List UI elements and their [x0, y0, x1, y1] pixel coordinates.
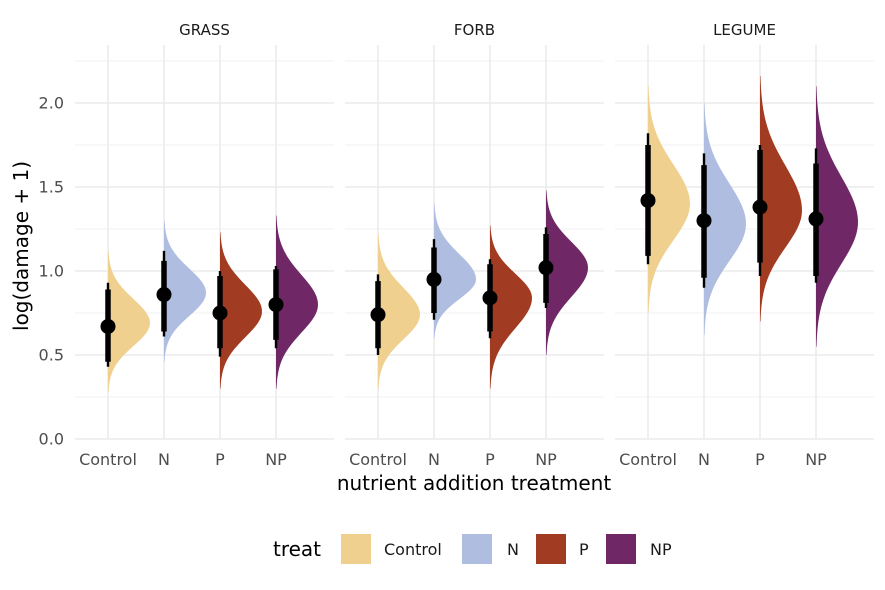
- group-np: [538, 190, 588, 355]
- group-p: [212, 232, 262, 389]
- density-legume-p: [760, 76, 802, 322]
- density-forb-n: [434, 203, 476, 339]
- group-n: [156, 220, 206, 362]
- group-control: [100, 250, 150, 392]
- median-point-control: [640, 192, 656, 208]
- median-point-np: [808, 211, 824, 227]
- density-grass-n: [164, 220, 206, 362]
- density-grass-np: [276, 215, 318, 389]
- x-tick-label-n: N: [698, 450, 710, 469]
- x-tick-label-control: Control: [619, 450, 677, 469]
- median-point-np: [538, 260, 554, 276]
- median-point-n: [426, 271, 442, 287]
- legend-key-p: [536, 534, 566, 564]
- group-control: [640, 86, 690, 313]
- legend-key-control: [341, 534, 371, 564]
- density-legume-n: [704, 103, 746, 335]
- strip-title-forb: FORB: [454, 21, 495, 39]
- density-forb-np: [546, 190, 588, 355]
- legend-title: treat: [273, 537, 321, 561]
- legend-label-p: P: [579, 540, 589, 559]
- legend-label-n: N: [507, 540, 519, 559]
- density-legume-control: [648, 86, 690, 313]
- x-tick-label-np: NP: [265, 450, 287, 469]
- median-point-p: [212, 305, 228, 321]
- legend-label-np: NP: [650, 540, 672, 559]
- x-tick-label-np: NP: [535, 450, 557, 469]
- group-np: [268, 215, 318, 389]
- group-np: [808, 86, 858, 347]
- legend: treat Control N P NP: [273, 534, 672, 564]
- y-tick-label: 1.5: [39, 178, 64, 197]
- x-tick-label-p: P: [755, 450, 765, 469]
- group-n: [426, 203, 476, 339]
- x-tick-label-p: P: [485, 450, 495, 469]
- median-point-np: [268, 297, 284, 313]
- x-tick-label-control: Control: [79, 450, 137, 469]
- x-tick-label-control: Control: [349, 450, 407, 469]
- density-legume-np: [816, 86, 858, 347]
- x-tick-label-n: N: [428, 450, 440, 469]
- median-point-n: [696, 213, 712, 229]
- density-forb-p: [490, 225, 532, 389]
- median-point-control: [370, 307, 386, 323]
- density-grass-control: [108, 250, 150, 392]
- legend-key-np: [606, 534, 636, 564]
- density-forb-control: [378, 234, 420, 389]
- strip-title-legume: LEGUME: [713, 21, 776, 39]
- group-n: [696, 103, 746, 335]
- median-point-p: [752, 199, 768, 215]
- x-tick-label-np: NP: [805, 450, 827, 469]
- y-tick-label: 2.0: [39, 94, 64, 113]
- median-point-control: [100, 318, 116, 334]
- median-point-n: [156, 287, 172, 303]
- legend-key-n: [462, 534, 492, 564]
- legend-label-control: Control: [384, 540, 442, 559]
- y-axis-title: log(damage + 1): [9, 161, 33, 331]
- y-tick-label: 0.0: [39, 430, 64, 449]
- y-tick-label: 1.0: [39, 262, 64, 281]
- density-grass-p: [220, 232, 262, 389]
- group-control: [370, 234, 420, 389]
- x-axis-title: nutrient addition treatment: [337, 471, 612, 495]
- group-p: [482, 225, 532, 389]
- x-tick-label-n: N: [158, 450, 170, 469]
- strip-title-grass: GRASS: [179, 21, 230, 39]
- x-tick-label-p: P: [215, 450, 225, 469]
- median-point-p: [482, 290, 498, 306]
- group-p: [752, 76, 802, 322]
- y-tick-label: 0.5: [39, 346, 64, 365]
